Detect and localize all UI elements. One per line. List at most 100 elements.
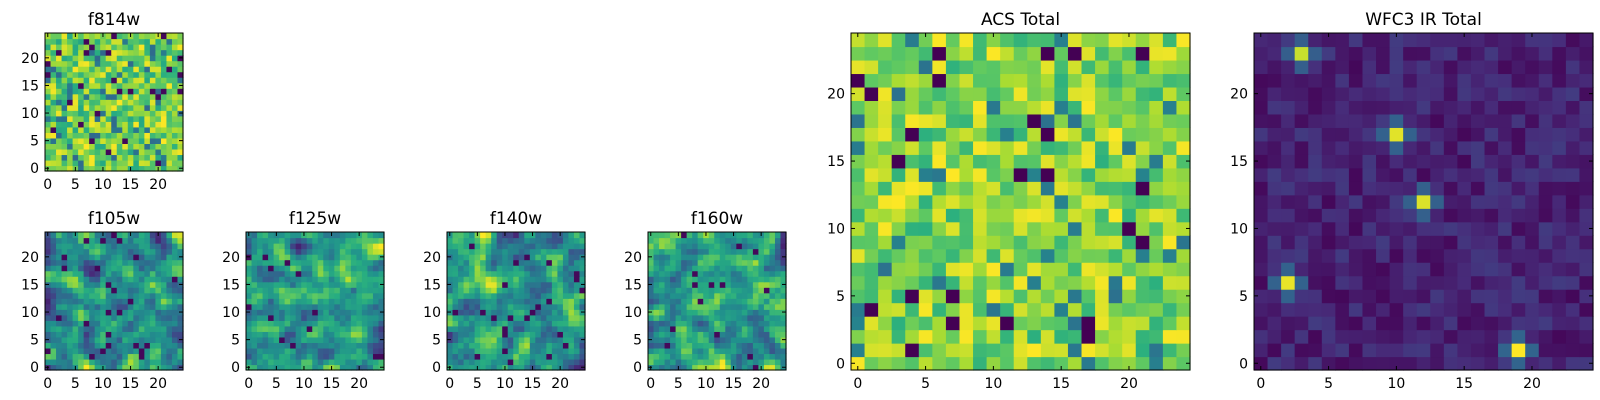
- heatmap-cell: [155, 99, 162, 106]
- y-tick-label: 0: [30, 161, 39, 177]
- heatmap-cell: [1308, 356, 1323, 371]
- heatmap-cell: [100, 237, 107, 244]
- x-tick-label: 10: [94, 177, 112, 193]
- heatmap-cell: [1457, 356, 1472, 371]
- heatmap-cell: [361, 331, 369, 338]
- heatmap-cell: [905, 140, 920, 155]
- heatmap-cell: [89, 115, 96, 122]
- heatmap-cell: [356, 265, 363, 272]
- heatmap-cell: [1457, 100, 1472, 115]
- heatmap-cell: [659, 303, 666, 310]
- heatmap-cell: [1348, 46, 1364, 61]
- heatmap-cell: [251, 232, 258, 239]
- heatmap-cell: [719, 353, 726, 360]
- heatmap-cell: [334, 303, 341, 310]
- heatmap-cell: [67, 309, 74, 316]
- heatmap-cell: [932, 73, 947, 88]
- heatmap-cell: [160, 259, 168, 266]
- heatmap-cell: [763, 364, 771, 371]
- heatmap-cell: [149, 93, 156, 100]
- heatmap-cell: [177, 325, 184, 332]
- heatmap-cell: [144, 320, 151, 327]
- heatmap-cell: [155, 303, 162, 310]
- heatmap-cell: [367, 364, 374, 371]
- heatmap-cell: [177, 159, 184, 167]
- heatmap-cell: [312, 303, 319, 310]
- heatmap-cell: [122, 148, 129, 156]
- heatmap-cell: [774, 309, 782, 316]
- heatmap-cell: [752, 342, 759, 349]
- heatmap-cell: [127, 110, 134, 117]
- heatmap-cell: [1122, 59, 1137, 75]
- heatmap-cell: [1027, 329, 1042, 344]
- heatmap-cell: [1389, 59, 1404, 75]
- heatmap-cell: [144, 126, 151, 133]
- heatmap-cell: [350, 265, 357, 272]
- heatmap-cell: [116, 281, 123, 288]
- heatmap-cell: [1135, 221, 1150, 236]
- heatmap-cell: [653, 232, 660, 239]
- heatmap-cell: [664, 292, 671, 299]
- heatmap-cell: [1362, 329, 1377, 344]
- heatmap-cell: [513, 364, 520, 371]
- heatmap-cell: [535, 265, 542, 272]
- heatmap-cell: [474, 347, 481, 355]
- heatmap-cell: [345, 292, 352, 299]
- heatmap-cell: [725, 265, 732, 272]
- heatmap-cell: [1348, 329, 1364, 344]
- heatmap-cell: [491, 298, 498, 305]
- heatmap-cell: [155, 93, 162, 100]
- heatmap-cell: [708, 287, 715, 294]
- heatmap-cell: [133, 237, 140, 244]
- heatmap-cell: [127, 342, 134, 349]
- heatmap-cell: [56, 104, 63, 111]
- heatmap-cell: [83, 49, 90, 56]
- heatmap-cell: [301, 270, 308, 277]
- heatmap-cell: [719, 342, 726, 349]
- heatmap-cell: [56, 115, 63, 122]
- heatmap-cell: [133, 303, 140, 310]
- heatmap-cell: [50, 154, 57, 161]
- heatmap-cell: [535, 232, 542, 239]
- heatmap-cell: [551, 287, 558, 294]
- heatmap-cell: [659, 353, 666, 360]
- heatmap-cell: [67, 336, 74, 343]
- heatmap-cell: [752, 254, 759, 261]
- heatmap-cell: [144, 60, 151, 67]
- heatmap-cell: [1565, 167, 1581, 182]
- heatmap-cell: [1376, 262, 1391, 277]
- heatmap-cell: [730, 259, 737, 266]
- heatmap-cell: [959, 181, 974, 196]
- heatmap-cell: [1538, 113, 1553, 128]
- heatmap-cell: [1348, 262, 1364, 277]
- heatmap-cell: [469, 331, 476, 338]
- heatmap-cell: [1281, 127, 1296, 142]
- heatmap-cell: [257, 292, 264, 299]
- heatmap-cell: [116, 276, 123, 283]
- heatmap-cell: [83, 287, 90, 294]
- heatmap-cell: [361, 347, 369, 355]
- heatmap-cell: [1027, 289, 1042, 304]
- heatmap-cell: [339, 325, 346, 332]
- heatmap-cell: [1135, 73, 1150, 88]
- heatmap-cell: [973, 194, 988, 209]
- heatmap-cell: [1027, 100, 1042, 115]
- heatmap-cell: [1443, 262, 1458, 277]
- y-tick-label: 0: [432, 360, 441, 376]
- heatmap-cell: [56, 270, 63, 277]
- heatmap-cell: [149, 254, 156, 261]
- heatmap-cell: [301, 358, 308, 366]
- heatmap-cell: [83, 276, 90, 283]
- heatmap-cell: [1484, 302, 1499, 317]
- heatmap-cell: [312, 314, 319, 321]
- heatmap-cell: [144, 303, 151, 310]
- heatmap-cell: [524, 265, 531, 272]
- heatmap-cell: [518, 331, 525, 338]
- heatmap-cell: [279, 314, 286, 321]
- heatmap-cell: [1443, 167, 1458, 182]
- heatmap-cell: [257, 265, 264, 272]
- heatmap-cell: [273, 248, 280, 255]
- heatmap-cell: [664, 276, 671, 283]
- heatmap-cell: [166, 259, 173, 266]
